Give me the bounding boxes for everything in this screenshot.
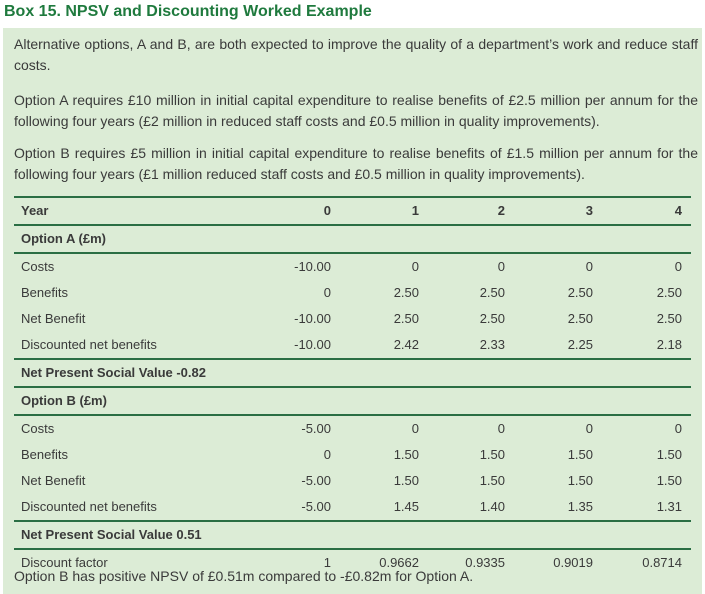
discount-factor-label: Discount factor	[21, 555, 108, 570]
row-value: 2.50	[479, 285, 505, 300]
table-row: Costs -10.00 0 0 0 0	[14, 254, 691, 280]
table-row: Costs -5.00 0 0 0 0	[14, 416, 691, 442]
row-value: 0	[323, 285, 331, 300]
table-rule	[14, 224, 691, 226]
row-value: 1.50	[393, 447, 419, 462]
row-value: 0	[411, 421, 419, 436]
table-rule	[14, 548, 691, 550]
box-title: Box 15. NPSV and Discounting Worked Exam…	[4, 3, 372, 20]
table-rule	[14, 386, 691, 388]
row-label: Costs	[21, 259, 55, 274]
row-label: Benefits	[21, 285, 68, 300]
row-value: -5.00	[301, 421, 331, 436]
row-value: 2.50	[393, 311, 419, 326]
row-value: 2.50	[567, 285, 593, 300]
discount-value: 1	[323, 555, 331, 570]
year-4: 4	[674, 203, 682, 218]
row-value: 0	[585, 421, 593, 436]
row-label: Discounted net benefits	[21, 499, 157, 514]
row-value: -10.00	[294, 337, 331, 352]
year-2: 2	[497, 203, 505, 218]
row-value: -10.00	[294, 259, 331, 274]
table-rule	[14, 252, 691, 254]
row-label: Benefits	[21, 447, 68, 462]
discount-value: 0.9662	[379, 555, 419, 570]
table-row: Net Benefit -10.00 2.50 2.50 2.50 2.50	[14, 306, 691, 332]
row-value: 2.50	[656, 285, 682, 300]
table-rule	[14, 358, 691, 360]
row-value: 2.50	[656, 311, 682, 326]
table-row: Discounted net benefits -10.00 2.42 2.33…	[14, 332, 691, 358]
option-a-npsv-row: Net Present Social Value -0.82	[14, 360, 691, 386]
row-label: Net Benefit	[21, 473, 86, 488]
row-label: Net Benefit	[21, 311, 86, 326]
row-label: Costs	[21, 421, 55, 436]
row-value: 0	[411, 259, 419, 274]
conclusion-text: Option B has positive NPSV of £0.51m com…	[14, 568, 474, 584]
row-label: Discounted net benefits	[21, 337, 157, 352]
year-1: 1	[411, 203, 419, 218]
row-value: 1.35	[567, 499, 593, 514]
option-a-npsv: Net Present Social Value -0.82	[21, 365, 206, 380]
option-b-heading-row: Option B (£m)	[14, 388, 691, 414]
row-value: -5.00	[301, 499, 331, 514]
row-value: 2.50	[567, 311, 593, 326]
row-value: 2.18	[656, 337, 682, 352]
option-a-heading-row: Option A (£m)	[14, 226, 691, 252]
row-value: 2.42	[393, 337, 419, 352]
option-b-paragraph: Option B requires £5 million in initial …	[14, 145, 698, 182]
table-rule	[14, 520, 691, 522]
row-value: 0	[674, 259, 682, 274]
worked-example-box: Alternative options, A and B, are both e…	[3, 28, 702, 594]
row-value: 0	[585, 259, 593, 274]
row-value: -5.00	[301, 473, 331, 488]
row-value: 1.31	[656, 499, 682, 514]
row-value: 1.50	[479, 447, 505, 462]
table-row: Discounted net benefits -5.00 1.45 1.40 …	[14, 494, 691, 520]
discount-value: 0.8714	[642, 555, 682, 570]
row-value: 0	[497, 421, 505, 436]
row-value: 0	[497, 259, 505, 274]
discount-value: 0.9335	[465, 555, 505, 570]
option-a-heading: Option A (£m)	[21, 231, 106, 246]
row-value: -10.00	[294, 311, 331, 326]
year-3: 3	[585, 203, 593, 218]
option-a-paragraph: Option A requires £10 million in initial…	[14, 92, 698, 129]
option-b-npsv: Net Present Social Value 0.51	[21, 527, 202, 542]
year-0: 0	[323, 203, 331, 218]
table-row: Net Benefit -5.00 1.50 1.50 1.50 1.50	[14, 468, 691, 494]
row-value: 1.50	[656, 473, 682, 488]
row-value: 1.50	[393, 473, 419, 488]
option-b-heading: Option B (£m)	[21, 393, 107, 408]
discount-value: 0.9019	[553, 555, 593, 570]
row-value: 2.25	[567, 337, 593, 352]
row-value: 0	[323, 447, 331, 462]
row-value: 1.50	[567, 447, 593, 462]
table-rule	[14, 414, 691, 416]
row-value: 0	[674, 421, 682, 436]
row-value: 2.33	[479, 337, 505, 352]
row-value: 1.50	[567, 473, 593, 488]
row-value: 1.45	[393, 499, 419, 514]
year-header-row: Year 0 1 2 3 4	[14, 198, 691, 224]
row-value: 2.50	[479, 311, 505, 326]
row-value: 2.50	[393, 285, 419, 300]
row-value: 1.50	[656, 447, 682, 462]
intro-paragraph: Alternative options, A and B, are both e…	[14, 36, 698, 73]
table-rule	[14, 196, 691, 198]
discount-factor-row: Discount factor 1 0.9662 0.9335 0.9019 0…	[14, 550, 691, 576]
table-row: Benefits 0 1.50 1.50 1.50 1.50	[14, 442, 691, 468]
option-b-npsv-row: Net Present Social Value 0.51	[14, 522, 691, 548]
table-row: Benefits 0 2.50 2.50 2.50 2.50	[14, 280, 691, 306]
year-label: Year	[21, 203, 49, 218]
row-value: 1.50	[479, 473, 505, 488]
row-value: 1.40	[479, 499, 505, 514]
